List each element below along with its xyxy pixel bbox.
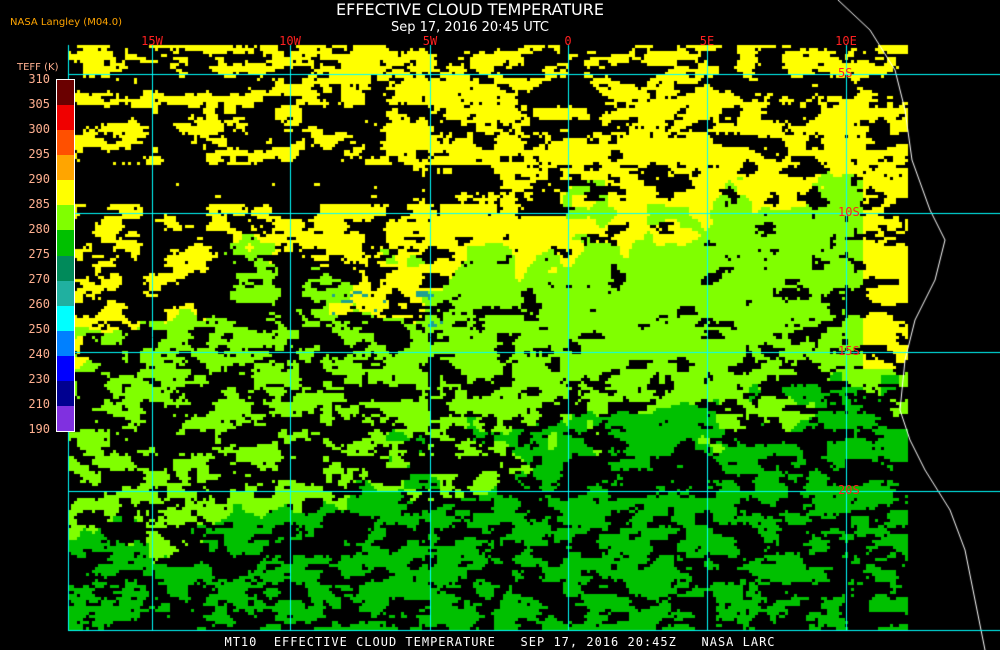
legend-tick: 270 bbox=[28, 272, 50, 286]
longitude-label: 10E bbox=[835, 34, 857, 48]
map-subtitle: Sep 17, 2016 20:45 UTC bbox=[390, 20, 550, 35]
color-swatch bbox=[57, 330, 74, 356]
color-swatch bbox=[57, 180, 74, 206]
legend-tick: 305 bbox=[28, 97, 50, 111]
latitude-label: 5S bbox=[838, 66, 853, 80]
color-swatch bbox=[57, 230, 74, 256]
legend-tick: 250 bbox=[28, 322, 50, 336]
color-swatch bbox=[57, 355, 74, 381]
color-swatch bbox=[57, 406, 74, 432]
legend-tick: 260 bbox=[28, 297, 50, 311]
longitude-label: 5E bbox=[699, 34, 715, 48]
latitude-label: 20S bbox=[838, 483, 860, 497]
color-swatch bbox=[57, 105, 74, 131]
color-swatch bbox=[57, 155, 74, 181]
legend-tick: 275 bbox=[28, 247, 50, 261]
latitude-label: 15S bbox=[838, 344, 860, 358]
map-title: EFFECTIVE CLOUD TEMPERATURE bbox=[336, 0, 604, 19]
legend-tick: 300 bbox=[28, 122, 50, 136]
legend-tick: 295 bbox=[28, 147, 50, 161]
legend-tick: 240 bbox=[28, 347, 50, 361]
longitude-label: 5W bbox=[422, 34, 438, 48]
color-swatch bbox=[57, 130, 74, 156]
color-swatch bbox=[57, 305, 74, 331]
color-swatch bbox=[57, 280, 74, 306]
legend-tick: 210 bbox=[28, 397, 50, 411]
longitude-label: 0 bbox=[564, 34, 572, 48]
footer-caption: MT10 EFFECTIVE CLOUD TEMPERATURE SEP 17,… bbox=[224, 635, 776, 649]
color-swatch bbox=[57, 205, 74, 231]
color-swatch bbox=[57, 380, 74, 407]
color-bar bbox=[56, 79, 75, 432]
legend-tick: 285 bbox=[28, 197, 50, 211]
legend-tick: 230 bbox=[28, 372, 50, 386]
legend-title: TEFF (K) bbox=[17, 62, 59, 73]
longitude-label: 15W bbox=[141, 34, 163, 48]
legend-tick: 190 bbox=[28, 422, 50, 436]
color-swatch bbox=[57, 80, 74, 106]
color-swatch bbox=[57, 255, 74, 281]
credit-label: NASA Langley (M04.0) bbox=[10, 17, 122, 28]
legend-tick: 290 bbox=[28, 172, 50, 186]
legend-tick: 280 bbox=[28, 222, 50, 236]
legend-tick: 310 bbox=[28, 72, 50, 86]
longitude-label: 10W bbox=[279, 34, 301, 48]
latitude-label: 10S bbox=[838, 205, 860, 219]
